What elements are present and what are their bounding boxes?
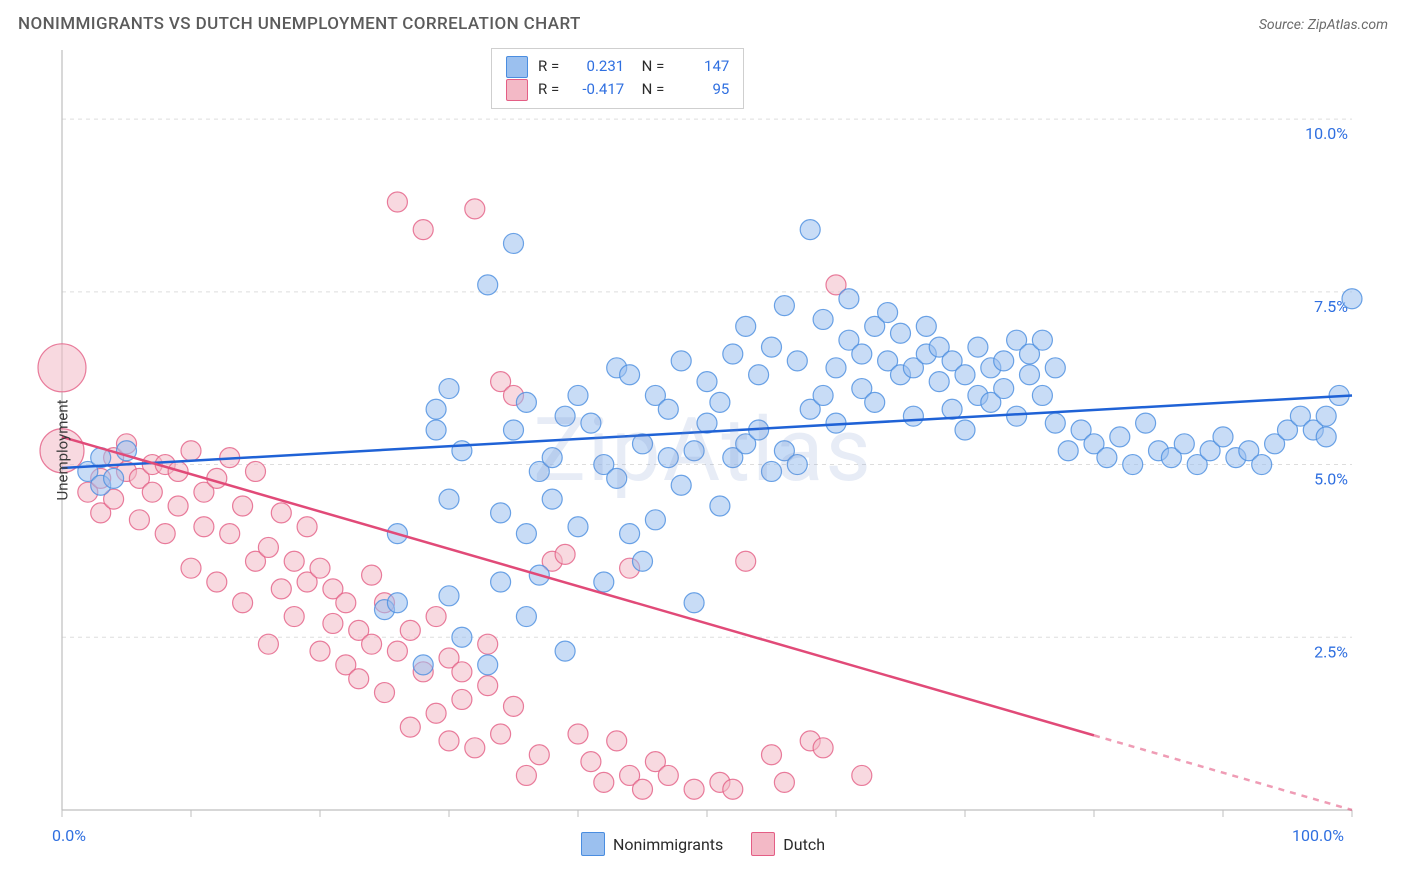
svg-text:10.0%: 10.0%	[1305, 124, 1348, 143]
svg-text:2.5%: 2.5%	[1314, 642, 1348, 661]
legend-item: Dutch	[751, 832, 825, 856]
legend-swatch	[506, 56, 528, 78]
svg-text:5.0%: 5.0%	[1314, 470, 1348, 489]
x-axis-right-label: 100.0%	[1292, 826, 1344, 845]
legend-swatch	[751, 832, 775, 856]
series-legend: Nonimmigrants Dutch	[18, 832, 1388, 856]
corr-legend-row: R =0.231 N =147	[506, 55, 729, 78]
legend-item: Nonimmigrants	[581, 832, 723, 856]
legend-swatch	[581, 832, 605, 856]
legend-swatch	[506, 79, 528, 101]
x-axis-left-label: 0.0%	[52, 826, 86, 845]
chart-area: Unemployment 2.5%5.0%7.5%10.0% ZipAtlas …	[18, 40, 1388, 860]
chart-title: NONIMMIGRANTS VS DUTCH UNEMPLOYMENT CORR…	[18, 14, 581, 34]
scatter-chart-svg: 2.5%5.0%7.5%10.0%	[18, 40, 1388, 860]
y-axis-label: Unemployment	[54, 399, 72, 500]
chart-source: Source: ZipAtlas.com	[1259, 17, 1388, 33]
corr-legend-row: R =-0.417 N =95	[506, 78, 729, 101]
correlation-legend: R =0.231 N =147R =-0.417 N =95	[491, 48, 744, 109]
